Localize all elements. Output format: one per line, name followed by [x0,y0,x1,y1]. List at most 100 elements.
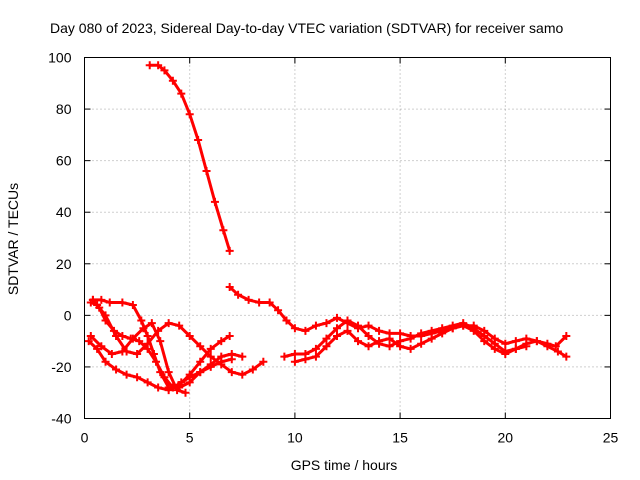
x-tick-label: 25 [603,430,619,446]
data-point [143,331,152,340]
data-point [97,342,106,351]
data-point [480,337,489,346]
x-tick-label: 5 [186,430,194,446]
data-point [448,324,457,333]
data-point [364,321,373,330]
y-tick-label: 40 [56,204,72,220]
data-point [290,350,299,359]
data-point [185,331,194,340]
data-point [311,321,320,330]
data-point [143,378,152,387]
data-point [417,329,426,338]
data-point [196,357,205,366]
series-points-arc-10 [290,321,531,366]
data-point [118,331,127,340]
data-point [95,303,104,312]
series-points-arc-8 [168,355,236,392]
data-point [219,226,228,235]
data-point [107,350,116,359]
data-point [156,337,165,346]
y-tick-label: -20 [51,359,71,375]
data-point [217,357,226,366]
data-point [206,344,215,353]
y-tick-label: 60 [56,153,72,169]
data-point [196,368,205,377]
data-point [343,326,352,335]
x-axis-label: GPS time / hours [291,457,398,473]
data-point [196,342,205,351]
data-point [133,350,142,359]
data-point [427,326,436,335]
data-point [194,136,203,145]
data-point [427,334,436,343]
data-point [225,282,234,291]
data-point [396,329,405,338]
data-point [93,344,102,353]
series-line-arc-4 [87,334,232,392]
data-point [206,352,215,361]
data-point [280,352,289,361]
data-point [202,166,211,175]
data-point [511,344,520,353]
data-point [259,357,268,366]
data-point [290,357,299,366]
x-tick-label: 10 [287,430,303,446]
data-point [290,324,299,333]
data-point [227,355,236,364]
data-point [385,342,394,351]
data-point [364,331,373,340]
data-point [532,337,541,346]
data-point [126,334,135,343]
data-point [101,357,110,366]
data-point [97,295,106,304]
data-point [354,321,363,330]
data-point [248,365,257,374]
axis-ticks: 0 5 10 15 20 25 -40 -20 0 20 40 60 80 100 [48,50,618,446]
y-tick-label: 0 [64,307,72,323]
data-point [154,61,163,70]
data-point [438,329,447,338]
data-point [301,326,310,335]
data-point [147,319,156,328]
plot-frame [84,57,611,419]
x-tick-label: 15 [392,430,408,446]
series-points-arc-5 [86,319,190,397]
data-point [118,347,127,356]
data-point [137,316,146,325]
data-point [109,326,118,335]
data-point [406,334,415,343]
data-point [175,321,184,330]
data-point [459,321,468,330]
data-point [177,378,186,387]
data-point [227,368,236,377]
data-point [322,342,331,351]
data-point [177,89,186,98]
data-point [469,326,478,335]
x-tick-label: 0 [81,430,89,446]
data-point [406,344,415,353]
data-point [234,290,243,299]
data-point [282,316,291,325]
data-point [225,331,234,340]
data-point [553,347,562,356]
data-point [145,61,154,70]
data-point [135,337,144,346]
data-point [501,339,510,348]
data-point [154,383,163,392]
data-point [168,383,177,392]
data-point [322,334,331,343]
data-point [181,388,190,397]
y-axis-label: SDTVAR / TECUs [5,183,21,295]
data-point [322,319,331,328]
data-point [354,337,363,346]
data-point [168,76,177,85]
data-point [84,337,93,346]
grid [84,57,611,419]
data-point [343,316,352,325]
data-point [185,110,194,119]
data-point [238,370,247,379]
data-point [364,342,373,351]
data-point [396,342,405,351]
data-point [490,344,499,353]
data-point [311,344,320,353]
